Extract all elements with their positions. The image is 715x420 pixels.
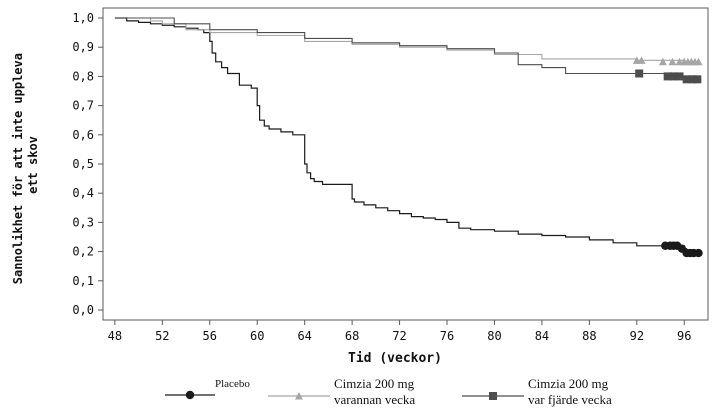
censor-marker-cimzia-q2w	[637, 56, 646, 64]
y-tick-label: 0,1	[72, 274, 94, 288]
y-tick-label: 1,0	[72, 11, 94, 25]
x-tick-label: 48	[108, 329, 122, 343]
legend: Placebo Cimzia 200 mg varannan veckaCimzia…	[165, 376, 612, 407]
y-tick-label: 0,9	[72, 40, 94, 54]
x-tick-label: 92	[630, 329, 644, 343]
x-tick-label: 76	[440, 329, 454, 343]
y-tick-label: 0,6	[72, 128, 94, 142]
y-tick-label: 0,7	[72, 99, 94, 113]
y-tick-label: 0,2	[72, 245, 94, 259]
legend-label-line: var fjärde vecka	[528, 392, 612, 407]
y-tick-label: 0,0	[72, 303, 94, 317]
x-tick-label: 68	[345, 329, 359, 343]
legend-label-line: varannan vecka	[334, 392, 415, 407]
censor-marker-cimzia-q2w	[658, 57, 667, 66]
legend-label-placebo: Placebo	[215, 378, 250, 390]
censor-marker-cimzia-q2w	[694, 57, 703, 66]
censor-marker-cimzia-q4w	[635, 69, 644, 78]
legend-label-cimzia-q4w: Cimzia 200 mg var fjärde vecka	[528, 376, 612, 407]
y-tick-label: 0,3	[72, 215, 94, 229]
y-axis-label-line-2: ett skov	[26, 136, 40, 194]
y-tick-label: 0,4	[72, 186, 94, 200]
legend-label-line: Cimzia 200 mg	[334, 376, 415, 391]
y-tick-label: 0,8	[72, 69, 94, 83]
censor-marker-placebo	[694, 248, 703, 258]
series-line-cimzia-q4w	[114, 17, 697, 80]
x-axis: 48 52 56 60 64 68 72 76 80 84 88 92 96	[108, 320, 692, 343]
x-axis-label: Tid (veckor)	[348, 351, 442, 366]
legend-label-line: Cimzia 200 mg	[528, 376, 609, 391]
censor-marker-cimzia-q4w	[669, 72, 678, 81]
legend-label-cimzia-q2w: Cimzia 200 mg varannan vecka	[334, 376, 415, 407]
plot-area	[114, 17, 703, 258]
x-tick-label: 84	[535, 329, 549, 343]
x-tick-label: 80	[487, 329, 501, 343]
censor-marker-cimzia-q4w	[675, 72, 684, 81]
x-tick-label: 72	[392, 329, 406, 343]
y-tick-label: 0,5	[72, 157, 94, 171]
x-tick-label: 96	[677, 329, 691, 343]
censor-marker-cimzia-q4w	[682, 75, 691, 84]
y-axis-label: Sannolikhet för att inte uppleva ett sko…	[11, 46, 40, 284]
legend-marker-placebo	[185, 390, 195, 400]
plot-frame	[102, 7, 709, 321]
censor-marker-cimzia-q4w	[663, 72, 672, 81]
censor-marker-cimzia-q4w	[688, 75, 697, 84]
x-tick-label: 64	[297, 329, 311, 343]
x-tick-label: 88	[582, 329, 596, 343]
legend-marker-cimzia-q4w	[489, 392, 497, 400]
x-tick-label: 52	[155, 329, 169, 343]
censor-marker-cimzia-q4w	[693, 75, 702, 84]
legend-marker-cimzia-q2w	[295, 392, 303, 400]
x-tick-label: 56	[203, 329, 217, 343]
series-line-cimzia-q2w	[114, 17, 697, 63]
censor-marker-cimzia-q2w	[668, 57, 677, 66]
x-tick-label: 60	[250, 329, 264, 343]
series-line-placebo	[114, 17, 697, 254]
legend-label-line: Placebo	[215, 378, 250, 390]
y-axis-label-line-1: Sannolikhet för att inte uppleva	[11, 53, 25, 284]
y-axis: 0,0 0,1 0,2 0,3 0,4 0,5 0,6 0,7 0,8 0,9 1,0	[72, 11, 103, 317]
